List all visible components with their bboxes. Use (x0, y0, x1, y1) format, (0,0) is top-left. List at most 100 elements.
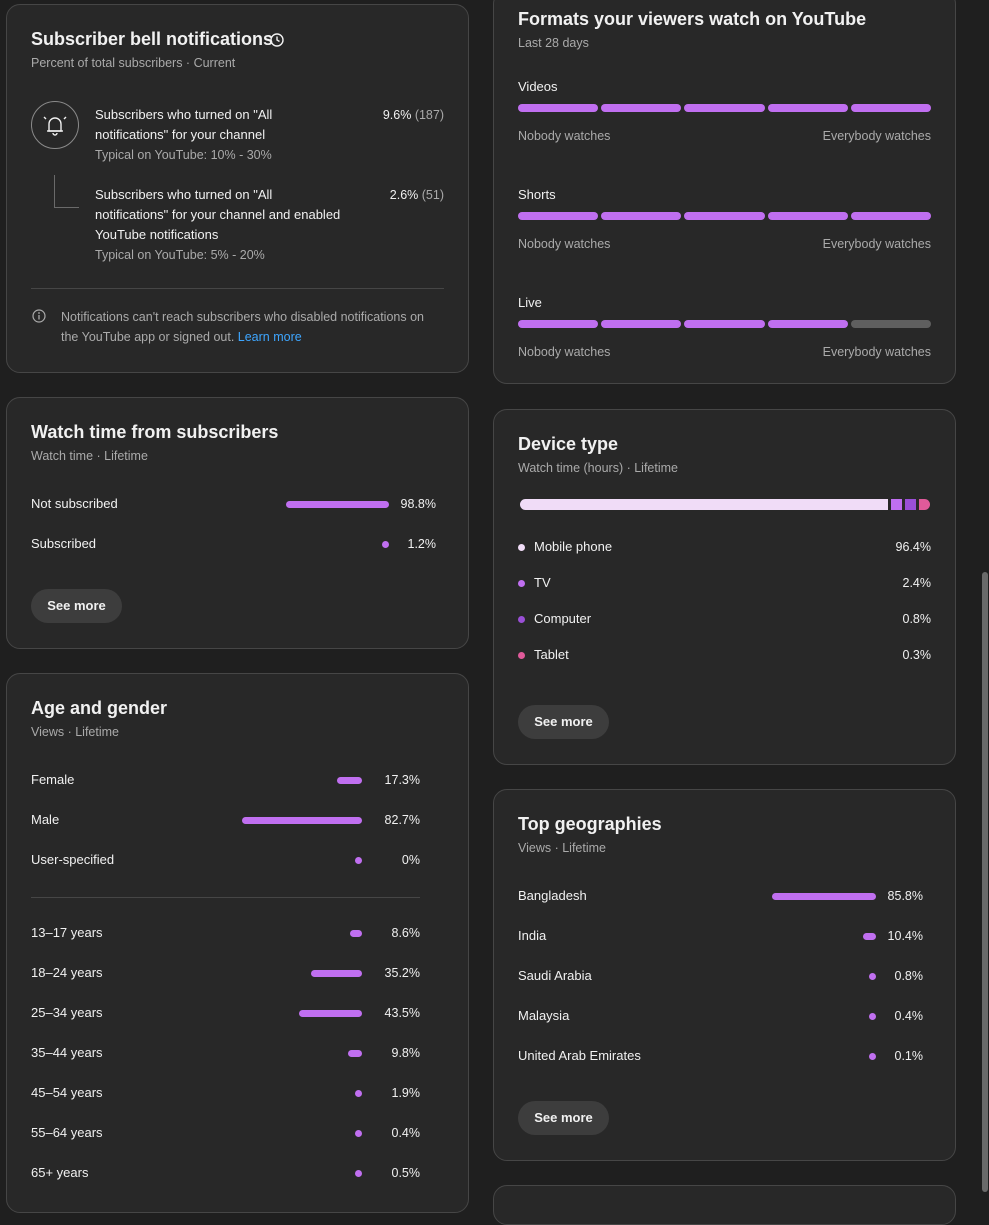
geo-see-more-button[interactable]: See more (518, 1101, 609, 1135)
geo-row-label: United Arab Emirates (518, 1048, 641, 1063)
geo-row-label: India (518, 928, 547, 943)
top-geographies-card: Top geographies Views · Lifetime Banglad… (493, 789, 956, 1161)
formats-title: Formats your viewers watch on YouTube (518, 9, 867, 29)
bell-row2-typical: Typical on YouTube: 5% - 20% (95, 248, 265, 262)
bell-row2-value: 2.6% (51) (390, 188, 444, 202)
watch-time-subscribers-card: Watch time from subscribers Watch time ·… (6, 397, 469, 649)
age-bar (299, 1010, 362, 1017)
device-legend-value: 0.3% (902, 648, 932, 662)
learn-more-link[interactable]: Learn more (237, 330, 302, 344)
geo-row-label: Malaysia (518, 1008, 570, 1023)
gender-row-value: 17.3% (384, 773, 420, 787)
gender-bar (242, 817, 362, 824)
format-high-label: Everybody watches (822, 237, 931, 251)
geo-subtitle: Views · Lifetime (518, 841, 606, 855)
bell-notifications-card: Subscriber bell notifications Percent of… (6, 4, 469, 373)
geo-bar (869, 1013, 876, 1020)
next-card (493, 1185, 956, 1225)
format-level-segment (684, 212, 765, 220)
gender-row-value: 0% (401, 853, 420, 867)
geo-bar (772, 893, 876, 900)
age-bar (311, 970, 362, 977)
watch-subs-row-value: 98.8% (400, 497, 436, 511)
age-bar (350, 930, 362, 937)
bell-row1-count: (187) (414, 108, 444, 122)
age-gender-divider (31, 897, 420, 898)
watch-subs-see-more-button[interactable]: See more (31, 589, 122, 623)
bell-row2-line2: notifications" for your channel and enab… (95, 207, 341, 222)
formats-subtitle: Last 28 days (518, 36, 589, 50)
format-level-segment (601, 320, 682, 328)
age-gender-subtitle: Views · Lifetime (31, 725, 119, 739)
format-label: Shorts (518, 187, 556, 202)
geo-row-label: Saudi Arabia (518, 968, 592, 983)
format-level-segment (850, 320, 932, 328)
format-level-bar (518, 212, 932, 220)
age-row-label: 13–17 years (31, 925, 103, 940)
age-gender-title: Age and gender (31, 698, 168, 718)
bell-row1-pct: 9.6% (382, 108, 412, 122)
format-level-segment (767, 320, 848, 328)
age-row-value: 0.4% (391, 1126, 421, 1140)
bell-row1-line1: Subscribers who turned on "All (95, 107, 273, 122)
age-row-label: 45–54 years (31, 1085, 103, 1100)
watch-subs-subtitle: Watch time · Lifetime (31, 449, 148, 463)
format-level-segment (601, 212, 682, 220)
age-row-label: 18–24 years (31, 965, 103, 980)
bell-row2-line1: Subscribers who turned on "All (95, 187, 273, 202)
bell-card-title: Subscriber bell notifications (31, 29, 274, 49)
age-row-value: 0.5% (391, 1166, 421, 1180)
format-label: Live (518, 295, 542, 310)
format-level-segment (850, 104, 932, 112)
bell-divider (31, 288, 444, 289)
geo-row-value: 10.4% (887, 929, 923, 943)
format-level-segment (850, 212, 932, 220)
geo-title: Top geographies (518, 814, 662, 834)
bell-note-text: the YouTube app or signed out. (61, 330, 235, 344)
device-title: Device type (518, 434, 619, 454)
geo-bar (869, 1053, 876, 1060)
format-label: Videos (518, 79, 558, 94)
geo-bar (863, 933, 876, 940)
device-segment (891, 499, 902, 510)
device-legend-value: 2.4% (902, 576, 932, 590)
format-level-segment (767, 104, 848, 112)
device-segment (905, 499, 916, 510)
gender-row-label: Male (31, 812, 60, 827)
bell-row1-typical: Typical on YouTube: 10% - 30% (95, 148, 272, 162)
geo-row-label: Bangladesh (518, 888, 587, 903)
bell-row2-count: (51) (421, 188, 444, 202)
device-stacked-bar (520, 499, 930, 510)
bell-row1-line2: notifications" for your channel (95, 127, 266, 142)
device-legend-label: TV (534, 575, 551, 590)
age-bar (355, 1130, 362, 1137)
watch-subs-row-value: 1.2% (407, 537, 437, 551)
format-high-label: Everybody watches (822, 129, 931, 143)
info-icon (32, 309, 46, 323)
geo-row-value: 0.8% (894, 969, 924, 983)
format-high-label: Everybody watches (822, 345, 931, 359)
watch-subs-title: Watch time from subscribers (31, 422, 279, 442)
device-segment (919, 499, 930, 510)
age-row-label: 35–44 years (31, 1045, 103, 1060)
age-gender-card: Age and gender Views · Lifetime Female 17… (6, 673, 469, 1213)
history-icon[interactable] (269, 32, 285, 48)
gender-bar (337, 777, 362, 784)
gender-row-label: Female (31, 772, 75, 787)
format-level-bar (518, 104, 932, 112)
bell-row2-pct: 2.6% (389, 188, 419, 202)
format-level-bar (518, 320, 932, 328)
watch-subs-row-label: Not subscribed (31, 496, 118, 511)
bell-row2-line3: YouTube notifications (95, 227, 219, 242)
bell-row1-value: 9.6% (187) (383, 108, 444, 122)
age-row-value: 9.8% (391, 1046, 421, 1060)
scrollbar-thumb[interactable] (982, 572, 988, 1192)
device-legend-dot (518, 652, 525, 659)
geo-bar (869, 973, 876, 980)
watch-subs-bar (286, 501, 389, 508)
device-see-more-button[interactable]: See more (518, 705, 609, 739)
format-low-label: Nobody watches (518, 345, 611, 359)
age-row-value: 1.9% (391, 1086, 421, 1100)
device-legend-dot (518, 616, 525, 623)
format-level-segment (518, 212, 599, 220)
